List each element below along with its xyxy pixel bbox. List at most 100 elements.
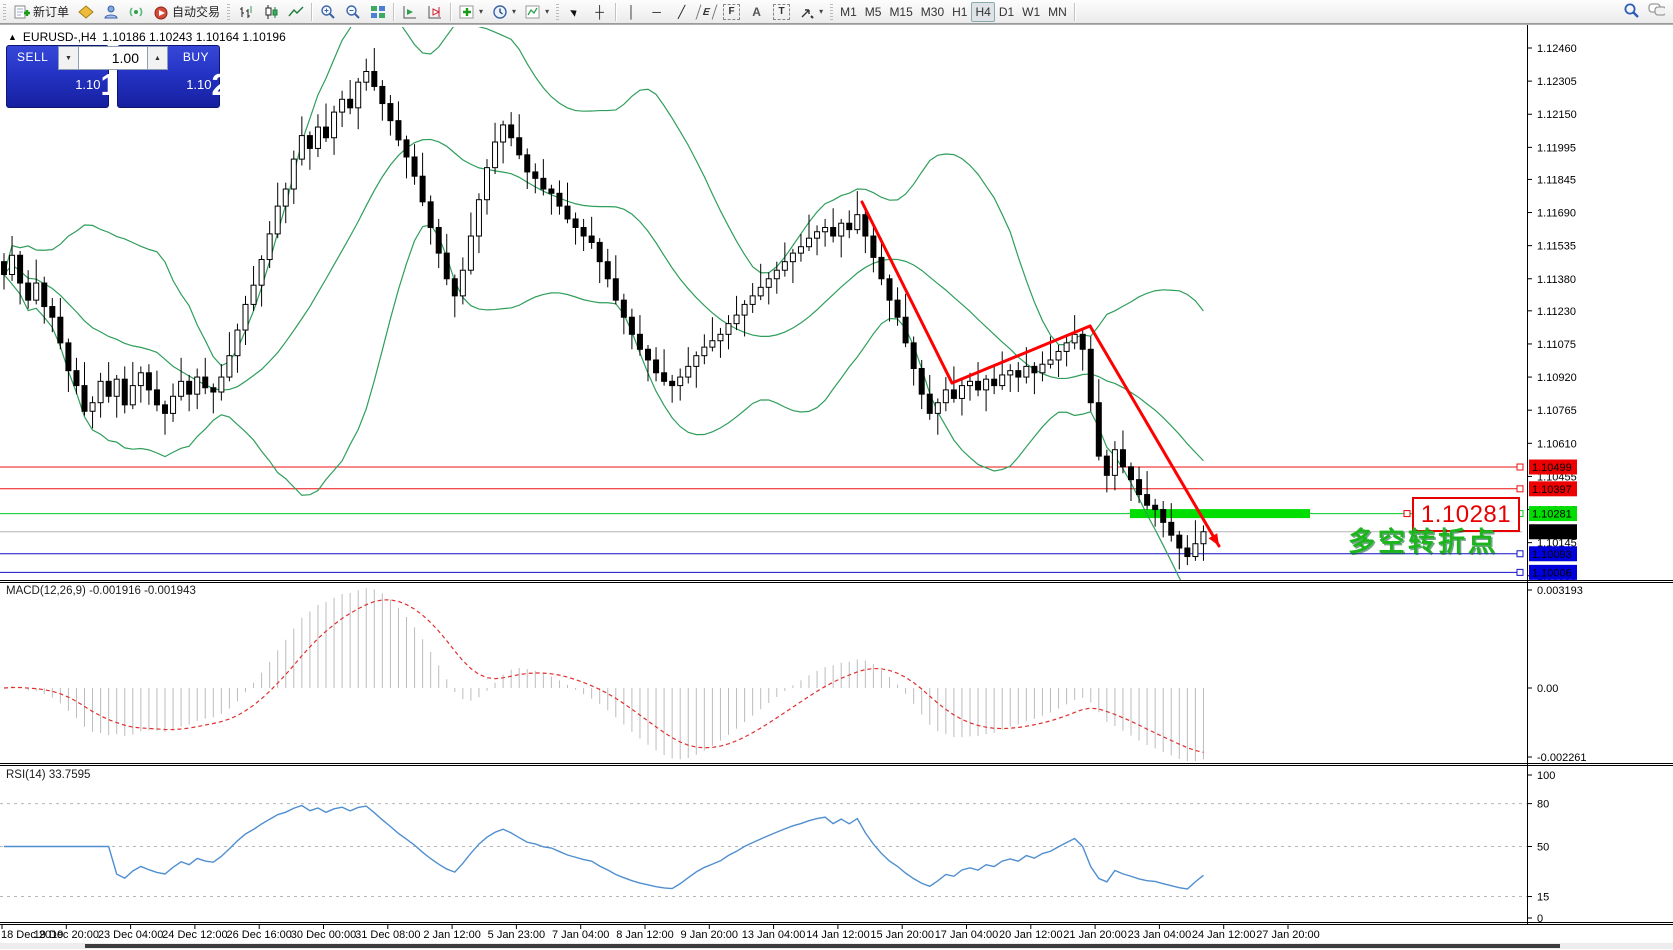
zoom-in-button[interactable] [315,2,340,22]
bar-chart-type-button[interactable] [233,2,258,22]
fibonacci-tool-button[interactable]: F [719,2,744,22]
periods-button[interactable]: ▾ [487,2,520,22]
svg-text:1.12460: 1.12460 [1537,43,1577,55]
line-chart-icon [287,4,304,20]
clock-icon [491,4,508,20]
horizontal-scrollbar[interactable] [0,943,1673,949]
up-triangle-icon: ▲ [8,32,17,42]
new-order-button[interactable]: 新订单 [9,2,73,22]
timeframe-h4-button[interactable]: H4 [971,1,995,22]
new-order-icon [13,4,30,20]
scrollbar-thumb[interactable] [85,944,1560,948]
price-annotation-box[interactable]: 1.10281 [1412,497,1520,532]
svg-text:1.11690: 1.11690 [1537,208,1576,220]
zoom-out-icon [344,4,361,20]
line-chart-type-button[interactable] [283,2,308,22]
auto-scroll-button[interactable] [397,2,422,22]
equidistant-channel-tool-button[interactable]: E [694,2,719,22]
arrows-tool-button[interactable]: ▾ [794,2,827,22]
svg-text:24 Dec 12:00: 24 Dec 12:00 [162,929,227,941]
timeframe-m1-button[interactable]: M1 [836,2,861,22]
svg-text:1.10397: 1.10397 [1532,484,1572,496]
toolbar-grip[interactable] [555,3,561,20]
timeframe-m30-button[interactable]: M30 [917,2,948,22]
crosshair-icon: ┼ [595,4,604,19]
svg-text:1.10093: 1.10093 [1532,549,1572,561]
toolbar-grip[interactable] [226,3,232,20]
templates-button[interactable]: ▾ [520,2,553,22]
fibonacci-icon: F [723,3,741,20]
auto-trading-button[interactable]: 自动交易 [148,2,224,22]
volume-input[interactable]: 1.00 [79,46,147,70]
chat-icon[interactable] [1648,2,1665,18]
toolbar-separator [615,2,617,21]
templates-dropdown-arrow[interactable]: ▾ [545,7,550,16]
candlestick-chart-icon [262,4,279,20]
timeframe-w1-button[interactable]: W1 [1018,2,1044,22]
rsi-indicator-label: RSI(14) 33.7595 [6,769,91,781]
svg-text:1.11845: 1.11845 [1537,174,1576,186]
turning-point-annotation[interactable]: 多空转折点 [1348,527,1498,557]
volume-decrease-button[interactable]: ▼ [58,46,79,70]
svg-text:0.00: 0.00 [1537,683,1558,695]
template-icon [524,4,541,20]
chart-shift-button[interactable] [422,2,447,22]
toolbar-grip[interactable] [829,3,835,20]
timeframe-mn-button[interactable]: MN [1044,2,1071,22]
toolbar: 新订单 自动交易 [0,0,1673,24]
svg-text:1.11380: 1.11380 [1537,274,1576,286]
timeframe-m5-button[interactable]: M5 [861,2,886,22]
svg-text:20 Jan 12:00: 20 Jan 12:00 [999,929,1063,941]
periods-dropdown-arrow[interactable]: ▾ [512,7,517,16]
timeframe-m15-button[interactable]: M15 [885,2,916,22]
svg-text:50: 50 [1537,842,1549,854]
toolbar-separator [1073,2,1075,21]
svg-text:2 Jan 12:00: 2 Jan 12:00 [423,929,481,941]
svg-text:1.11075: 1.11075 [1537,339,1576,351]
horizontal-line-tool-button[interactable]: ─ [644,2,669,22]
search-icon[interactable] [1623,2,1640,18]
svg-text:19 Dec 20:00: 19 Dec 20:00 [34,929,99,941]
favorites-icon [77,4,94,20]
svg-text:100: 100 [1537,770,1555,782]
indicators-icon [458,4,475,20]
svg-text:31 Dec 08:00: 31 Dec 08:00 [355,929,420,941]
signals-button[interactable] [123,2,148,22]
buy-label: BUY [182,50,209,64]
text-tool-button[interactable]: A [744,2,769,22]
svg-text:7 Jan 04:00: 7 Jan 04:00 [552,929,610,941]
trendline-tool-button[interactable]: ╱ [669,2,694,22]
svg-text:1.10281: 1.10281 [1532,509,1572,521]
candlestick-chart-type-button[interactable] [258,2,283,22]
auto-scroll-icon [401,4,418,20]
cursor-tool-button[interactable] [562,2,587,22]
svg-text:18 Dec 2019: 18 Dec 2019 [1,929,63,941]
svg-text:1.10499: 1.10499 [1532,462,1572,474]
arrows-dropdown-arrow[interactable]: ▾ [819,7,824,16]
crosshair-tool-button[interactable]: ┼ [587,2,612,22]
svg-text:1.12150: 1.12150 [1537,109,1577,121]
svg-text:15: 15 [1537,892,1549,904]
zoom-out-button[interactable] [340,2,365,22]
vertical-line-tool-button[interactable]: │ [619,2,644,22]
timeframe-d1-button[interactable]: D1 [995,2,1018,22]
toolbar-separator [311,2,313,21]
volume-increase-button[interactable]: ▲ [147,46,168,70]
toolbar-grip[interactable] [2,3,7,20]
svg-text:1.11995: 1.11995 [1537,142,1576,154]
trendline-icon: ╱ [677,4,686,19]
indicators-button[interactable]: ▾ [454,2,487,22]
svg-text:5 Jan 23:00: 5 Jan 23:00 [488,929,546,941]
publish-button[interactable] [98,2,123,22]
tile-windows-button[interactable] [365,2,390,22]
indicators-dropdown-arrow[interactable]: ▾ [479,7,484,16]
svg-text:24 Jan 12:00: 24 Jan 12:00 [1192,929,1256,941]
favorites-button[interactable] [73,2,98,22]
svg-text:17 Jan 04:00: 17 Jan 04:00 [935,929,999,941]
buy-price: 1.10214 [186,66,252,102]
timeframe-h1-button[interactable]: H1 [948,2,971,22]
svg-text:80: 80 [1537,799,1549,811]
text-label-tool-button[interactable]: T [769,2,794,22]
bar-chart-icon [237,4,254,20]
